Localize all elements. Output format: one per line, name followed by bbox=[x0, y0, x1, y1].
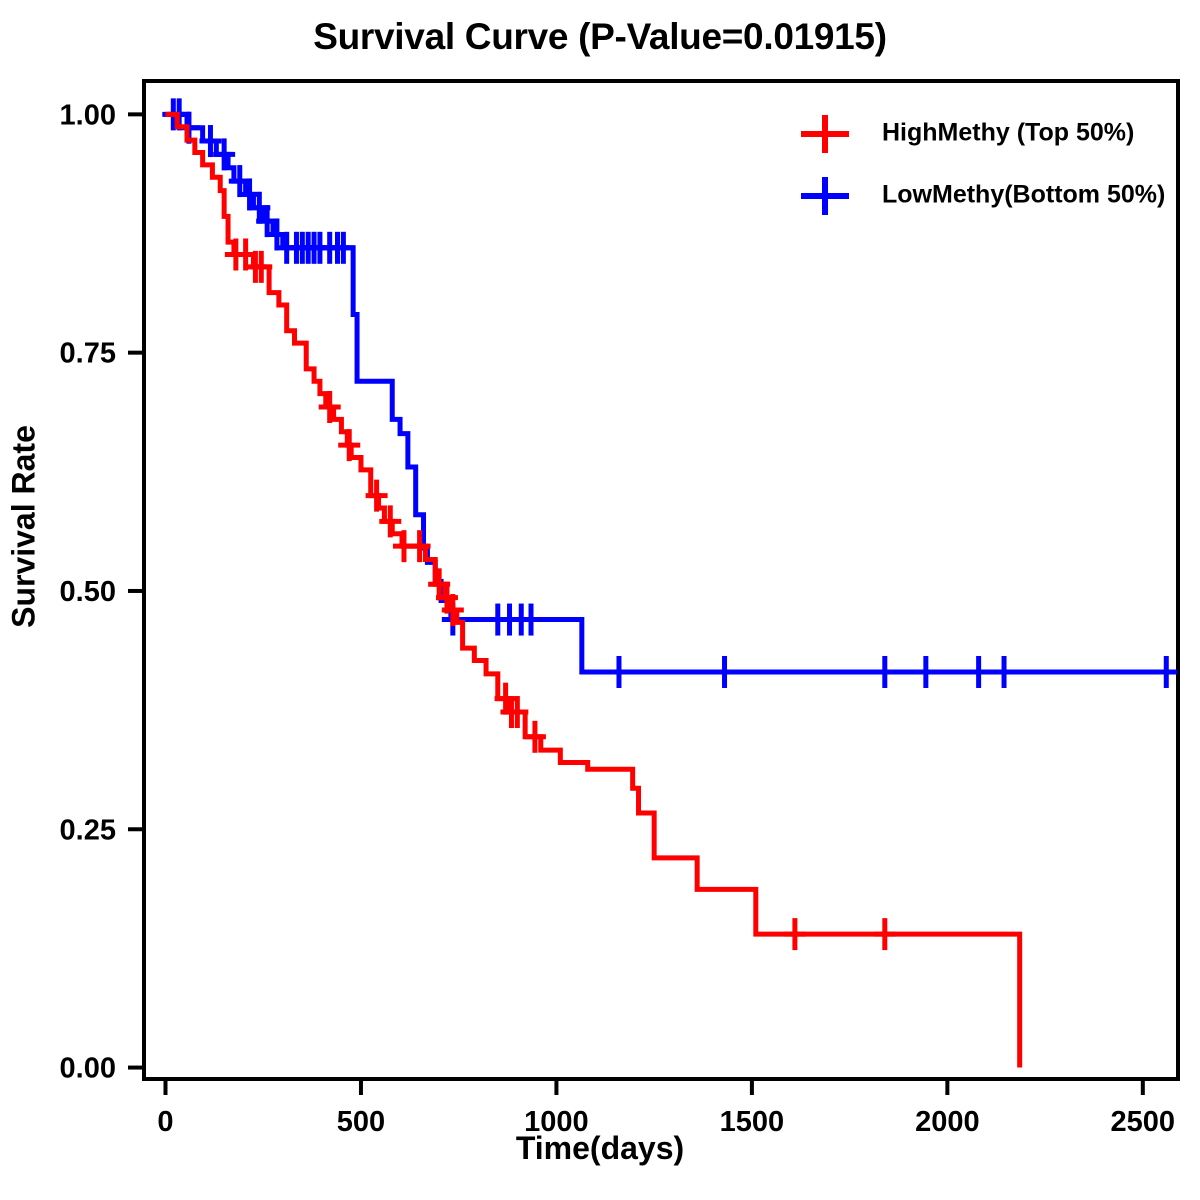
y-tick-label: 0.75 bbox=[60, 338, 116, 370]
y-tick-label: 0.50 bbox=[60, 576, 116, 608]
legend-label: HighMethy (Top 50%) bbox=[882, 119, 1134, 147]
y-tick-label: 0.00 bbox=[60, 1053, 116, 1085]
x-tick-label: 1000 bbox=[524, 1106, 589, 1138]
axis-tick-labels: 0.00 0.25 0.50 0.75 1.00 0 500 1000 1500 2000 2500 bbox=[60, 99, 1176, 1138]
x-tick-label: 1500 bbox=[720, 1106, 785, 1138]
legend-item[interactable]: LowMethy(Bottom 50%) bbox=[801, 177, 1165, 215]
survival-step-line bbox=[165, 111, 1023, 1068]
x-axis-label: Time(days) bbox=[515, 1130, 685, 1166]
legend-label: LowMethy(Bottom 50%) bbox=[882, 181, 1165, 209]
x-tick-label: 500 bbox=[337, 1106, 385, 1138]
y-tick-label: 1.00 bbox=[60, 99, 116, 131]
axes bbox=[142, 79, 1180, 1081]
axis-ticks bbox=[128, 112, 1145, 1095]
legend-item[interactable]: HighMethy (Top 50%) bbox=[801, 115, 1134, 153]
x-tick-label: 2500 bbox=[1111, 1106, 1176, 1138]
x-tick-label: 2000 bbox=[915, 1106, 980, 1138]
legend: HighMethy (Top 50%) LowMethy(Bottom 50%) bbox=[801, 115, 1165, 215]
plot-border bbox=[142, 79, 1180, 1081]
series-high-methy bbox=[165, 111, 1023, 1068]
survival-curves bbox=[162, 98, 1178, 1068]
y-tick-label: 0.25 bbox=[60, 814, 116, 846]
x-tick-label: 0 bbox=[157, 1106, 173, 1138]
page-title: Survival Curve (P-Value=0.01915) bbox=[313, 16, 887, 57]
